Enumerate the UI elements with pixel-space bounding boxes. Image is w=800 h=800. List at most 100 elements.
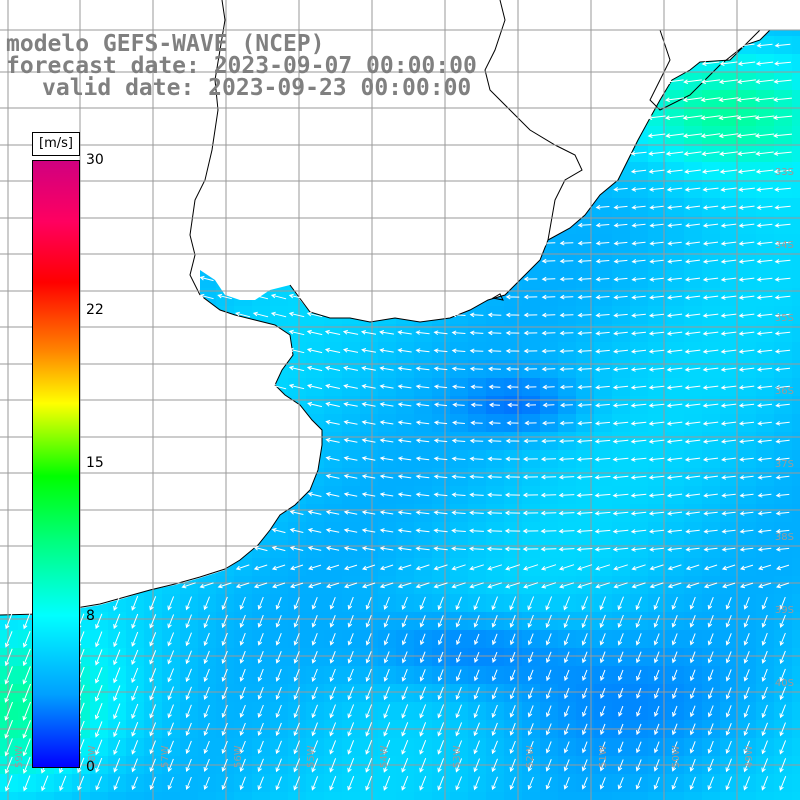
wind-arrow	[685, 582, 700, 589]
wind-arrow	[257, 596, 264, 610]
wind-arrow	[325, 383, 341, 389]
wind-arrow	[433, 456, 448, 462]
latitude-label: 33S	[775, 167, 794, 178]
wind-arrow	[433, 366, 448, 372]
wind-arrow	[667, 223, 682, 228]
wind-arrow	[720, 259, 737, 264]
wind-speed-cell	[792, 288, 800, 306]
wind-arrow	[671, 759, 678, 772]
wind-arrow	[648, 151, 665, 156]
wind-arrow	[433, 510, 448, 516]
islet-path	[491, 293, 504, 301]
wind-arrow	[703, 511, 718, 516]
wind-arrow	[540, 546, 557, 552]
wind-arrow	[131, 631, 139, 647]
wind-arrow	[523, 276, 538, 282]
wind-arrow	[308, 582, 322, 589]
wind-arrow	[486, 546, 503, 552]
wind-arrow	[455, 596, 462, 611]
wind-arrow	[636, 705, 642, 717]
latitude-label: 39S	[775, 605, 794, 616]
wind-arrow	[235, 564, 250, 571]
wind-arrow	[307, 492, 322, 497]
wind-arrow	[754, 115, 775, 121]
wind-arrow	[545, 741, 552, 754]
wind-arrow	[689, 705, 696, 718]
wind-arrow	[577, 294, 592, 300]
wind-speed-cell	[792, 612, 800, 630]
wind-arrow	[559, 330, 574, 336]
wind-arrow	[379, 438, 394, 443]
wind-arrow	[685, 241, 700, 246]
wind-arrow	[185, 650, 192, 665]
wind-arrow	[721, 475, 736, 480]
wind-arrow	[290, 582, 304, 589]
wind-arrow	[725, 597, 732, 610]
wind-arrow	[221, 668, 228, 682]
wind-arrow	[773, 97, 792, 102]
wind-arrow	[221, 704, 228, 718]
wind-arrow	[311, 776, 319, 791]
wind-speed-cell	[684, 792, 702, 800]
wind-arrow	[720, 439, 737, 444]
wind-arrow	[505, 564, 521, 571]
wind-arrow	[329, 758, 337, 773]
wind-arrow	[594, 456, 611, 462]
wind-arrow	[221, 650, 228, 664]
wind-arrow	[329, 740, 337, 755]
wind-arrow	[167, 722, 174, 737]
wind-arrow	[653, 651, 660, 664]
wind-arrow	[167, 686, 174, 701]
wind-arrow	[491, 615, 498, 628]
wind-arrow	[131, 722, 139, 737]
wind-arrow	[564, 687, 570, 700]
wind-arrow	[167, 740, 174, 755]
wind-speed-cell	[792, 378, 800, 396]
wind-arrow	[311, 704, 318, 719]
wind-arrow	[325, 492, 340, 497]
wind-arrow	[239, 596, 246, 610]
wind-arrow	[684, 277, 701, 282]
wind-speed-cell	[792, 432, 800, 450]
wind-arrow	[707, 705, 714, 718]
wind-arrow	[666, 349, 683, 354]
wind-arrow	[685, 259, 700, 264]
wind-arrow	[487, 312, 502, 318]
wind-speed-cell	[792, 702, 800, 720]
wind-arrow	[361, 384, 376, 389]
wind-arrow	[307, 510, 322, 515]
wind-arrow	[654, 687, 660, 699]
wind-arrow	[654, 705, 660, 717]
wind-arrow	[700, 115, 721, 121]
wind-arrow	[342, 329, 359, 335]
wind-arrow	[559, 312, 574, 318]
wind-arrow	[756, 277, 773, 282]
wind-arrow	[347, 704, 355, 719]
wind-arrow	[311, 633, 318, 646]
wind-arrow	[438, 651, 444, 664]
wind-speed-cell	[54, 792, 72, 800]
wind-speed-cell	[756, 792, 774, 800]
wind-arrow	[504, 492, 521, 498]
wind-arrow	[491, 704, 498, 718]
wind-arrow	[469, 492, 484, 498]
wind-arrow	[594, 420, 611, 426]
wind-arrow	[631, 331, 646, 336]
wind-arrow	[635, 777, 642, 790]
wind-arrow	[647, 115, 666, 120]
wind-arrow	[94, 703, 103, 720]
wind-arrow	[612, 439, 629, 444]
wind-arrow	[684, 187, 701, 192]
wind-arrow	[505, 348, 520, 354]
wind-arrow	[325, 510, 340, 515]
wind-arrow	[736, 115, 757, 121]
wind-arrow	[738, 295, 755, 300]
wind-arrow	[491, 740, 498, 755]
wind-arrow	[383, 633, 390, 646]
wind-arrow	[217, 582, 232, 589]
wind-arrow	[505, 330, 520, 336]
wind-arrow	[131, 685, 139, 701]
wind-arrow	[419, 722, 427, 737]
wind-arrow	[131, 613, 139, 629]
wind-arrow	[594, 510, 611, 516]
